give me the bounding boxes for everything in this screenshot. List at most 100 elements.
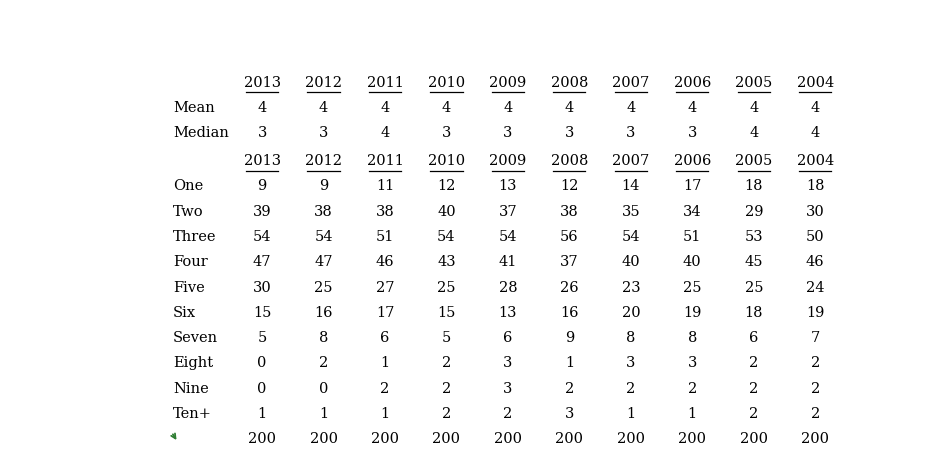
Text: 18: 18: [806, 179, 824, 193]
Text: 200: 200: [494, 431, 522, 445]
Text: 6: 6: [750, 330, 758, 344]
Text: 18: 18: [745, 179, 763, 193]
Text: Two: Two: [173, 204, 204, 218]
Text: 2: 2: [811, 356, 819, 369]
Text: 0: 0: [319, 381, 329, 395]
Text: 2011: 2011: [366, 76, 403, 90]
Text: 4: 4: [687, 101, 697, 115]
Text: 1: 1: [258, 406, 267, 420]
Text: 4: 4: [750, 101, 758, 115]
Text: 38: 38: [376, 204, 395, 218]
Text: 2011: 2011: [366, 154, 403, 168]
Text: 2008: 2008: [550, 154, 588, 168]
Text: 4: 4: [811, 101, 819, 115]
Text: 3: 3: [687, 126, 697, 140]
Text: 16: 16: [314, 305, 333, 319]
Text: 30: 30: [806, 204, 825, 218]
Text: 40: 40: [621, 255, 640, 269]
Text: 54: 54: [437, 229, 456, 243]
Text: 40: 40: [683, 255, 701, 269]
Text: 2008: 2008: [550, 76, 588, 90]
Text: 200: 200: [248, 431, 277, 445]
Text: 51: 51: [376, 229, 395, 243]
Text: Seven: Seven: [173, 330, 218, 344]
Text: 2: 2: [503, 406, 513, 420]
Text: 8: 8: [319, 330, 329, 344]
Text: Mean: Mean: [173, 101, 214, 115]
Text: 41: 41: [498, 255, 517, 269]
Text: 20: 20: [621, 305, 640, 319]
Text: 200: 200: [555, 431, 583, 445]
Text: 4: 4: [565, 101, 574, 115]
Text: 47: 47: [314, 255, 333, 269]
Text: Four: Four: [173, 255, 208, 269]
Text: 23: 23: [621, 280, 640, 294]
Text: 3: 3: [565, 126, 574, 140]
Text: Median: Median: [173, 126, 228, 140]
Text: 2: 2: [687, 381, 697, 395]
Text: 25: 25: [683, 280, 701, 294]
Text: One: One: [173, 179, 203, 193]
Text: 5: 5: [442, 330, 451, 344]
Text: 0: 0: [258, 381, 267, 395]
Text: 2: 2: [750, 381, 758, 395]
Text: 1: 1: [565, 356, 574, 369]
Text: 1: 1: [626, 406, 635, 420]
Text: 54: 54: [314, 229, 333, 243]
Text: 12: 12: [560, 179, 579, 193]
Text: 39: 39: [253, 204, 272, 218]
Text: 200: 200: [310, 431, 338, 445]
Text: 2012: 2012: [305, 154, 342, 168]
Text: 2005: 2005: [735, 154, 772, 168]
Text: 34: 34: [683, 204, 701, 218]
Text: 28: 28: [498, 280, 517, 294]
Text: 2010: 2010: [428, 76, 465, 90]
Text: 2007: 2007: [613, 76, 649, 90]
Text: 2: 2: [442, 381, 451, 395]
Text: 2010: 2010: [428, 154, 465, 168]
Text: 3: 3: [503, 381, 513, 395]
Text: 2009: 2009: [489, 76, 527, 90]
Text: 47: 47: [253, 255, 271, 269]
Text: 15: 15: [437, 305, 456, 319]
Text: 54: 54: [621, 229, 640, 243]
Text: 25: 25: [745, 280, 763, 294]
Text: 51: 51: [683, 229, 701, 243]
Text: 1: 1: [380, 406, 390, 420]
Text: 2: 2: [750, 356, 758, 369]
Text: 2013: 2013: [244, 154, 280, 168]
Text: 8: 8: [626, 330, 635, 344]
Text: 2: 2: [750, 406, 758, 420]
Text: 1: 1: [380, 356, 390, 369]
Text: 4: 4: [380, 126, 390, 140]
Text: 2: 2: [811, 381, 819, 395]
Text: 25: 25: [437, 280, 456, 294]
Text: 4: 4: [503, 101, 513, 115]
Text: 2: 2: [442, 406, 451, 420]
Text: 43: 43: [437, 255, 456, 269]
Text: 3: 3: [503, 126, 513, 140]
Text: 4: 4: [442, 101, 451, 115]
Text: 200: 200: [371, 431, 399, 445]
Text: Nine: Nine: [173, 381, 209, 395]
Text: 19: 19: [683, 305, 701, 319]
Text: 2012: 2012: [305, 76, 342, 90]
Text: 9: 9: [565, 330, 574, 344]
Text: 3: 3: [626, 126, 635, 140]
Text: 24: 24: [806, 280, 824, 294]
Text: Three: Three: [173, 229, 216, 243]
Text: 46: 46: [806, 255, 824, 269]
Text: 25: 25: [314, 280, 333, 294]
Text: 35: 35: [621, 204, 640, 218]
Text: 8: 8: [687, 330, 697, 344]
Text: 16: 16: [560, 305, 579, 319]
Text: 26: 26: [560, 280, 579, 294]
Text: 2005: 2005: [735, 76, 772, 90]
Text: 2: 2: [380, 381, 390, 395]
Text: 3: 3: [503, 356, 513, 369]
Text: 200: 200: [801, 431, 829, 445]
Text: 37: 37: [560, 255, 579, 269]
Text: 200: 200: [432, 431, 461, 445]
Text: Five: Five: [173, 280, 205, 294]
Text: 3: 3: [319, 126, 329, 140]
